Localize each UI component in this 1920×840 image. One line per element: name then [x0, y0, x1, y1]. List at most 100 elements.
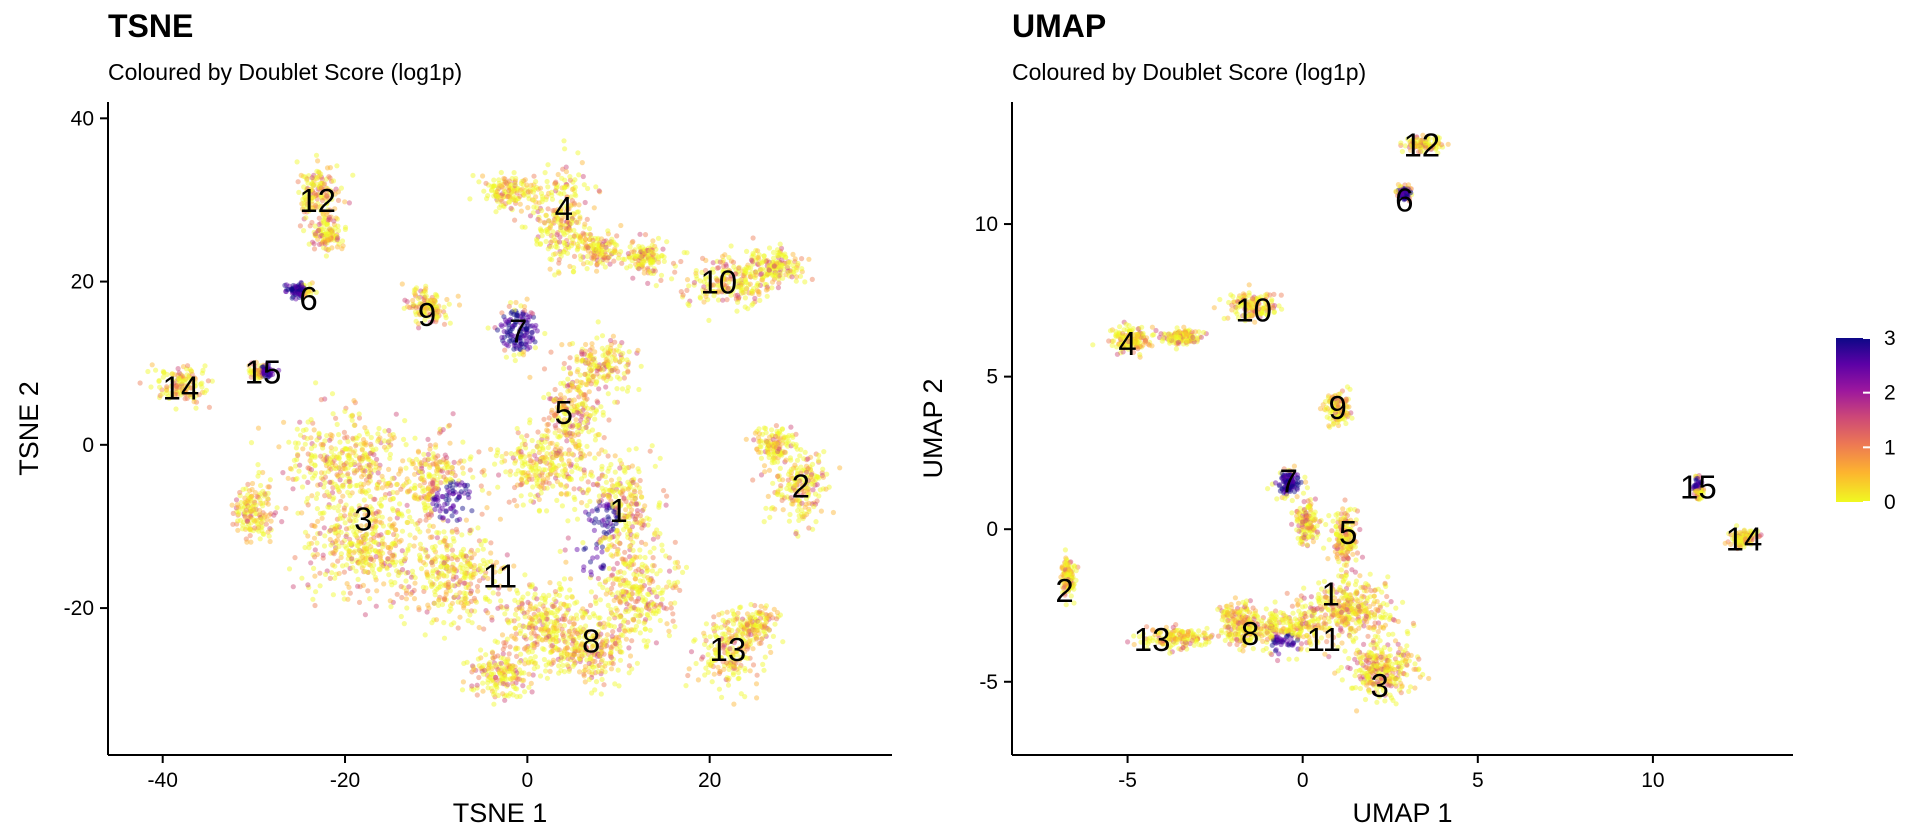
cell-point: [376, 465, 382, 471]
cell-point: [630, 275, 636, 281]
cell-point: [762, 469, 768, 475]
cell-point: [390, 496, 396, 502]
cell-point: [475, 656, 481, 662]
cell-point: [408, 486, 414, 492]
cell-point: [652, 463, 658, 469]
cell-point: [314, 506, 320, 512]
cell-point: [624, 580, 631, 586]
cell-point: [356, 462, 362, 468]
cell-point: [470, 172, 476, 179]
cell-point: [376, 566, 382, 572]
cell-point: [748, 257, 755, 263]
cell-point: [349, 505, 355, 511]
cell-point: [325, 504, 331, 510]
cell-point: [481, 626, 487, 632]
cell-point: [644, 642, 650, 649]
cell-point: [436, 530, 442, 536]
cell-point: [244, 518, 251, 524]
cell-point: [303, 427, 309, 433]
cell-point: [312, 554, 318, 560]
cell-point: [423, 585, 429, 591]
cell-point: [511, 618, 517, 624]
cell-point: [529, 584, 535, 590]
cell-point: [658, 272, 665, 278]
cell-point: [599, 676, 605, 683]
cell-point: [451, 620, 457, 626]
cell-point: [672, 624, 678, 630]
cell-point: [575, 209, 582, 215]
cell-point: [789, 274, 795, 280]
cell-point: [777, 465, 783, 471]
cell-point: [544, 178, 550, 185]
cell-point: [309, 493, 315, 499]
cell-point: [610, 661, 616, 667]
cell-point: [381, 444, 388, 450]
cell-point: [527, 213, 534, 219]
cell-point: [407, 514, 413, 520]
cell-point: [386, 572, 392, 578]
cell-point: [256, 512, 262, 518]
cell-point: [537, 446, 543, 452]
cell-point: [567, 370, 574, 376]
cell-point: [695, 677, 702, 683]
cell-point: [562, 240, 568, 246]
cell-point: [565, 376, 571, 382]
cell-point: [502, 643, 508, 649]
cell-point: [411, 596, 418, 602]
cell-point: [660, 246, 666, 252]
cell-point: [375, 513, 381, 519]
cell-point: [247, 508, 253, 515]
cell-point: [452, 566, 458, 572]
cell-point: [324, 454, 330, 460]
cell-point: [603, 531, 610, 537]
cell-point: [349, 507, 355, 513]
cell-point: [647, 448, 653, 454]
cell-point: [606, 417, 612, 423]
cell-point: [728, 243, 734, 249]
cell-point: [247, 508, 253, 515]
cell-point: [518, 470, 524, 476]
cell-point: [609, 633, 615, 639]
cell-point: [385, 530, 391, 536]
cell-point: [642, 232, 649, 238]
cell-point: [552, 612, 558, 619]
cell-point: [334, 472, 340, 478]
cell-point: [441, 635, 448, 641]
cell-point: [587, 602, 594, 609]
cell-point: [399, 567, 406, 573]
cell-point: [632, 516, 638, 522]
cell-point: [460, 505, 466, 511]
cell-point: [285, 475, 291, 481]
cell-point: [327, 575, 333, 582]
cell-point: [324, 433, 330, 439]
cell-point: [514, 425, 520, 432]
cell-point: [344, 452, 351, 458]
cell-point: [558, 601, 564, 607]
cell-point: [502, 697, 508, 703]
cell-point: [424, 569, 430, 575]
cell-point: [558, 658, 564, 664]
cell-point: [365, 473, 371, 479]
cell-point: [328, 480, 334, 486]
cell-point: [813, 519, 819, 525]
cell-point: [238, 504, 244, 510]
cell-point: [503, 659, 509, 666]
cell-point: [248, 502, 254, 508]
cell-point: [793, 531, 799, 537]
cell-point: [571, 494, 577, 500]
cell-point: [596, 451, 602, 457]
cell-point: [261, 493, 267, 499]
cell-point: [246, 495, 252, 501]
cell-point: [245, 492, 251, 498]
cell-point: [647, 627, 653, 633]
cell-point: [525, 659, 532, 665]
cell-point: [532, 660, 539, 666]
cell-point: [341, 465, 347, 471]
cell-point: [639, 494, 645, 500]
cell-point: [673, 584, 679, 591]
cell-point: [560, 230, 567, 236]
cell-point: [730, 672, 737, 678]
cell-point: [793, 274, 800, 280]
cell-point: [537, 601, 543, 607]
